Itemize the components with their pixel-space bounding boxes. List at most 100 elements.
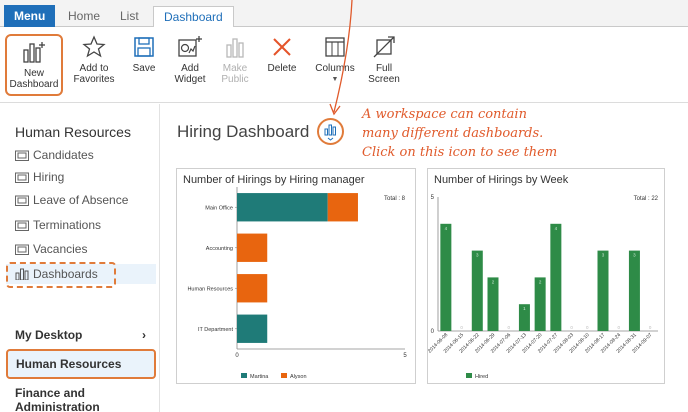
add-to-favorites-label-1: Add to bbox=[79, 63, 109, 74]
bar-hired bbox=[440, 223, 452, 331]
tab-menu[interactable]: Menu bbox=[4, 5, 56, 27]
sidebar-item-terminations[interactable]: Terminations bbox=[15, 215, 101, 235]
columns-icon bbox=[325, 37, 345, 57]
bar-hired bbox=[471, 250, 483, 331]
chevron-down-icon: ▼ bbox=[331, 76, 339, 83]
sidebar-item-candidates[interactable]: Candidates bbox=[15, 145, 94, 165]
chart-card-hirings-by-week: Number of Hirings by Week Total : 22 0 5 4 2… bbox=[427, 168, 665, 384]
close-x-icon bbox=[273, 38, 291, 56]
sidebar-item-vacancies[interactable]: Vacancies bbox=[15, 239, 87, 259]
sidebar: Human Resources Candidates Hiring Leave … bbox=[0, 104, 160, 412]
bar-alyson bbox=[237, 274, 268, 303]
make-public-label-1: Make bbox=[222, 63, 248, 74]
add-widget-label-1: Add bbox=[181, 63, 199, 74]
new-dashboard-button[interactable]: New Dashboard bbox=[5, 34, 63, 96]
sidebar-item-dashboards[interactable]: Dashboards bbox=[6, 264, 156, 284]
data-label: 2 bbox=[492, 279, 495, 284]
add-to-favorites-button[interactable]: Add to Favorites bbox=[66, 35, 122, 85]
add-widget-button[interactable]: Add Widget bbox=[162, 35, 218, 85]
sidebar-item-label: Dashboards bbox=[33, 267, 98, 281]
bar-alyson bbox=[327, 193, 358, 222]
legend-label: Hired bbox=[475, 374, 488, 380]
y-tick-label: 0 bbox=[431, 329, 435, 335]
data-label: 0 bbox=[460, 325, 463, 330]
folder-icon bbox=[15, 244, 29, 255]
y-tick-label: 5 bbox=[431, 195, 435, 201]
annotation-callout: A workspace can contain many different d… bbox=[362, 105, 602, 162]
delete-label: Delete bbox=[267, 63, 297, 74]
chevron-right-icon[interactable]: › bbox=[142, 328, 146, 342]
columns-label: Columns bbox=[315, 63, 355, 74]
folder-icon bbox=[15, 220, 29, 231]
full-screen-icon bbox=[373, 36, 395, 58]
annotation-line-3: Click on this icon to see them bbox=[362, 145, 558, 160]
bar-hired bbox=[534, 277, 546, 331]
data-label: 0 bbox=[617, 325, 620, 330]
hirings-by-manager-chart: Total : 8 Main Office Accounting Human Reso… bbox=[187, 187, 407, 380]
data-label: 4 bbox=[555, 226, 558, 231]
category-tick-label: Accounting bbox=[206, 246, 233, 252]
annotation-line-2: many different dashboards. bbox=[362, 126, 544, 141]
hirings-by-week-chart: Total : 220542014-06-0802014-06-1532014-… bbox=[428, 195, 659, 380]
data-label: 0 bbox=[570, 325, 573, 330]
tab-dashboard[interactable]: Dashboard bbox=[153, 6, 234, 28]
x-tick-label: 5 bbox=[403, 353, 407, 359]
data-label: 3 bbox=[633, 253, 636, 258]
legend-swatch bbox=[281, 373, 287, 378]
bar-hired bbox=[628, 250, 640, 331]
full-screen-button[interactable]: Full Screen bbox=[356, 35, 412, 85]
sidebar-item-hiring[interactable]: Hiring bbox=[15, 167, 64, 187]
sidebar-item-label: Leave of Absence bbox=[33, 193, 129, 207]
bar-hired bbox=[597, 250, 609, 331]
x-tick-label: 0 bbox=[235, 353, 239, 359]
dashboards-highlight bbox=[6, 262, 116, 288]
category-tick-label: IT Department bbox=[198, 327, 234, 333]
data-label: 4 bbox=[445, 226, 448, 231]
legend-label: Alyson bbox=[290, 374, 307, 380]
bar-alyson bbox=[237, 233, 268, 262]
folder-icon bbox=[15, 195, 29, 206]
legend-swatch bbox=[241, 373, 247, 378]
bar-hired bbox=[518, 304, 530, 331]
save-button[interactable]: Save bbox=[116, 35, 172, 74]
section-my-desktop[interactable]: My Desktop bbox=[15, 328, 83, 342]
dashboard-switcher-button[interactable] bbox=[317, 118, 344, 145]
bar-martina bbox=[237, 193, 328, 222]
data-label: 0 bbox=[507, 325, 510, 330]
bar-chart-icon bbox=[226, 38, 244, 58]
delete-button[interactable]: Delete bbox=[254, 35, 310, 74]
bar-chart-plus-icon bbox=[23, 42, 45, 63]
floppy-disk-icon bbox=[134, 37, 154, 57]
chart-card-hirings-by-manager: Number of Hirings by Hiring manager Tota… bbox=[176, 168, 416, 384]
make-public-button[interactable]: Make Public bbox=[207, 35, 263, 85]
sidebar-item-label: Candidates bbox=[33, 148, 94, 162]
tab-list[interactable]: List bbox=[120, 9, 139, 23]
sidebar-item-leave-of-absence[interactable]: Leave of Absence bbox=[15, 190, 128, 210]
tab-home[interactable]: Home bbox=[68, 9, 101, 23]
data-label: 0 bbox=[586, 325, 589, 330]
add-to-favorites-label-2: Favorites bbox=[73, 74, 115, 85]
legend-swatch bbox=[466, 373, 472, 378]
sidebar-item-label: Hiring bbox=[33, 170, 65, 184]
star-icon bbox=[82, 35, 106, 58]
sidebar-item-label: Vacancies bbox=[33, 242, 88, 256]
bar-chart-icon bbox=[15, 268, 29, 280]
data-label: 3 bbox=[476, 253, 479, 258]
bar-martina bbox=[237, 314, 268, 343]
add-widget-label-2: Widget bbox=[174, 74, 206, 85]
make-public-label-2: Public bbox=[221, 74, 249, 85]
section-finance-and-administration[interactable]: Finance and Administration bbox=[15, 386, 100, 412]
folder-icon bbox=[15, 150, 29, 161]
annotation-arrow bbox=[329, 0, 353, 116]
data-label: 1 bbox=[523, 306, 526, 311]
data-label: 2 bbox=[539, 279, 542, 284]
annotation-line-1: A workspace can contain bbox=[362, 107, 527, 122]
bar-hired bbox=[487, 277, 499, 331]
chart-title: Number of Hirings by Week bbox=[434, 174, 569, 186]
chart-title: Number of Hirings by Hiring manager bbox=[183, 174, 365, 186]
columns-button[interactable]: Columns ▼ bbox=[307, 35, 363, 85]
full-screen-label-1: Full bbox=[375, 63, 393, 74]
save-label: Save bbox=[132, 63, 156, 74]
section-human-resources[interactable]: Human Resources bbox=[6, 349, 156, 379]
total-label: Total : 22 bbox=[634, 196, 659, 202]
